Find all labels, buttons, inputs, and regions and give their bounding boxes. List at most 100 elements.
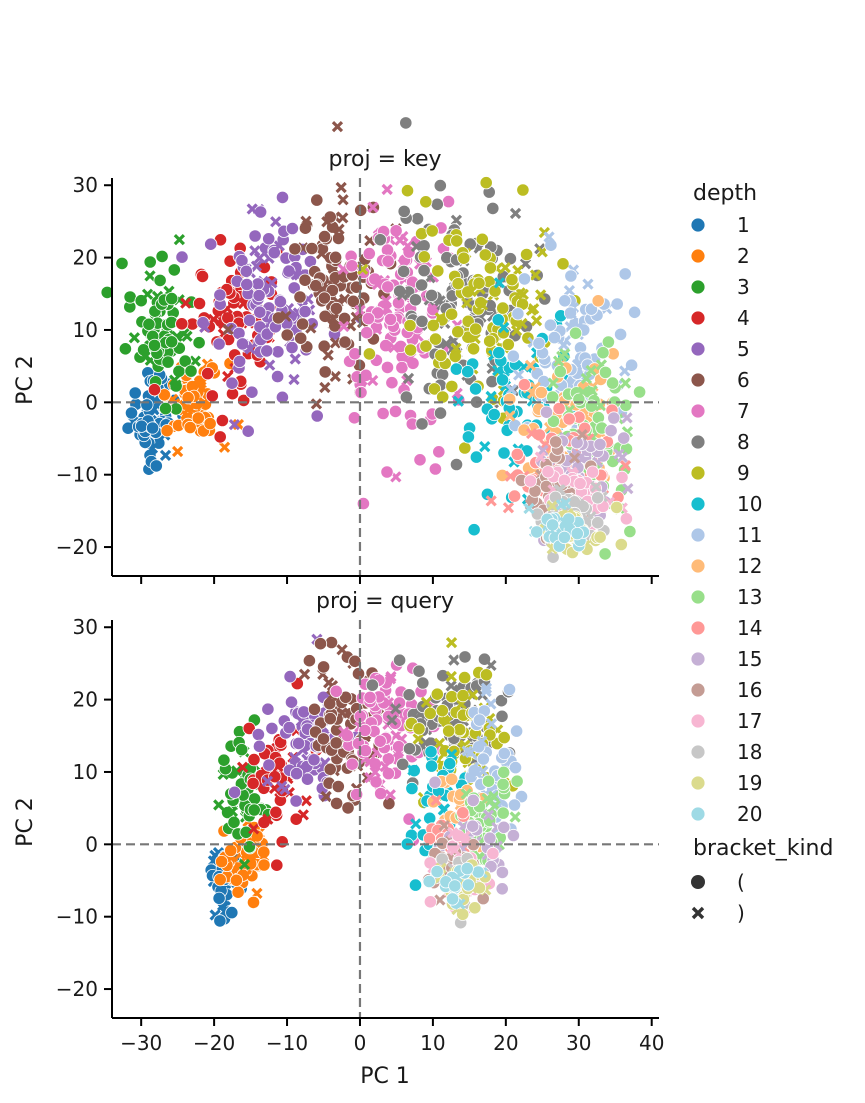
scatter-point — [534, 385, 548, 400]
scatter-point — [546, 500, 558, 512]
scatter-point — [607, 411, 621, 425]
scatter-point — [381, 280, 395, 294]
scatter-point — [497, 765, 511, 779]
scatter-point — [541, 465, 555, 479]
scatter-point — [115, 256, 129, 270]
scatter-point — [613, 327, 628, 341]
scatter-point — [337, 212, 349, 224]
legend-title-bracket-kind: bracket_kind — [693, 836, 833, 861]
scatter-point — [252, 288, 266, 303]
scatter-point — [519, 247, 534, 262]
legend-depth-label: 20 — [737, 802, 762, 826]
scatter-point — [331, 121, 344, 133]
scatter-point — [448, 654, 460, 666]
scatter-point — [380, 465, 394, 479]
scatter-point — [289, 794, 303, 808]
scatter-point — [213, 799, 225, 811]
scatter-point — [496, 777, 510, 791]
scatter-point — [456, 806, 470, 820]
scatter-point — [402, 688, 416, 702]
scatter-point — [291, 736, 306, 751]
scatter-point — [503, 252, 517, 266]
scatter-point — [257, 858, 271, 872]
legend-depth-swatch — [690, 496, 706, 512]
y-tick-label: 0 — [85, 390, 98, 414]
scatter-point — [300, 215, 312, 227]
scatter-point — [461, 878, 475, 892]
scatter-point — [293, 290, 307, 304]
scatter-point — [564, 269, 578, 283]
scatter-point — [396, 289, 408, 301]
scatter-point — [450, 214, 463, 226]
scatter-point — [246, 203, 258, 215]
scatter-point — [476, 752, 490, 766]
scatter-point — [456, 688, 470, 703]
scatter-point — [367, 374, 379, 387]
scatter-point — [427, 382, 442, 396]
scatter-point — [243, 313, 257, 327]
scatter-point — [369, 766, 381, 778]
scatter-point — [549, 435, 563, 449]
scatter-point — [282, 264, 296, 278]
scatter-point — [402, 742, 417, 756]
scatter-point — [534, 451, 546, 463]
scatter-point — [317, 291, 331, 305]
scatter-point — [495, 865, 509, 880]
scatter-point — [585, 465, 600, 479]
scatter-point — [362, 347, 376, 361]
legend-depth-swatch — [690, 527, 706, 543]
scatter-point — [262, 232, 276, 246]
scatter-point — [191, 411, 205, 425]
scatter-point — [445, 670, 457, 683]
scatter-point — [445, 680, 457, 692]
scatter-point — [237, 393, 251, 407]
scatter-point — [388, 404, 403, 418]
scatter-point — [310, 398, 323, 410]
scatter-point — [370, 323, 383, 335]
scatter-point — [195, 269, 210, 283]
scatter-point — [466, 819, 480, 833]
legend-depth-swatch — [690, 806, 706, 822]
scatter-point — [466, 793, 480, 808]
scatter-point — [273, 240, 285, 252]
scatter-point — [410, 818, 422, 830]
scatter-point — [479, 176, 493, 190]
scatter-point — [203, 416, 217, 431]
scatter-point — [323, 711, 337, 726]
scatter-point — [323, 762, 337, 776]
legend-depth-swatch — [690, 558, 706, 574]
scatter-point — [231, 765, 243, 777]
scatter-point — [469, 450, 483, 464]
scatter-point — [536, 246, 548, 258]
scatter-point — [510, 447, 524, 461]
scatter-point — [430, 197, 444, 211]
scatter-point — [140, 398, 154, 412]
scatter-point — [590, 481, 602, 493]
scatter-point — [329, 684, 343, 698]
x-tick-label: −30 — [120, 1031, 162, 1055]
scatter-point — [361, 311, 375, 326]
scatter-point — [408, 878, 423, 892]
y-axis-title-key: PC 2 — [13, 355, 38, 405]
scatter-point — [562, 412, 576, 426]
scatter-point — [218, 441, 231, 453]
scatter-point — [193, 379, 206, 391]
scatter-point — [632, 385, 647, 399]
scatter-point — [501, 337, 515, 352]
scatter-point — [413, 453, 427, 467]
scatter-point — [153, 273, 167, 287]
legend-marker-circle — [691, 875, 705, 889]
scatter-point — [239, 264, 253, 278]
scatter-point — [363, 690, 377, 705]
scatter-point — [483, 831, 497, 845]
scatter-point — [552, 401, 566, 416]
legend-depth-label: 9 — [737, 461, 750, 485]
scatter-point — [383, 312, 398, 326]
scatter-point — [432, 445, 446, 459]
scatter-point — [492, 364, 504, 377]
scatter-point — [510, 774, 524, 788]
scatter-point — [424, 745, 438, 759]
scatter-point — [517, 272, 532, 286]
scatter-point — [424, 288, 439, 302]
